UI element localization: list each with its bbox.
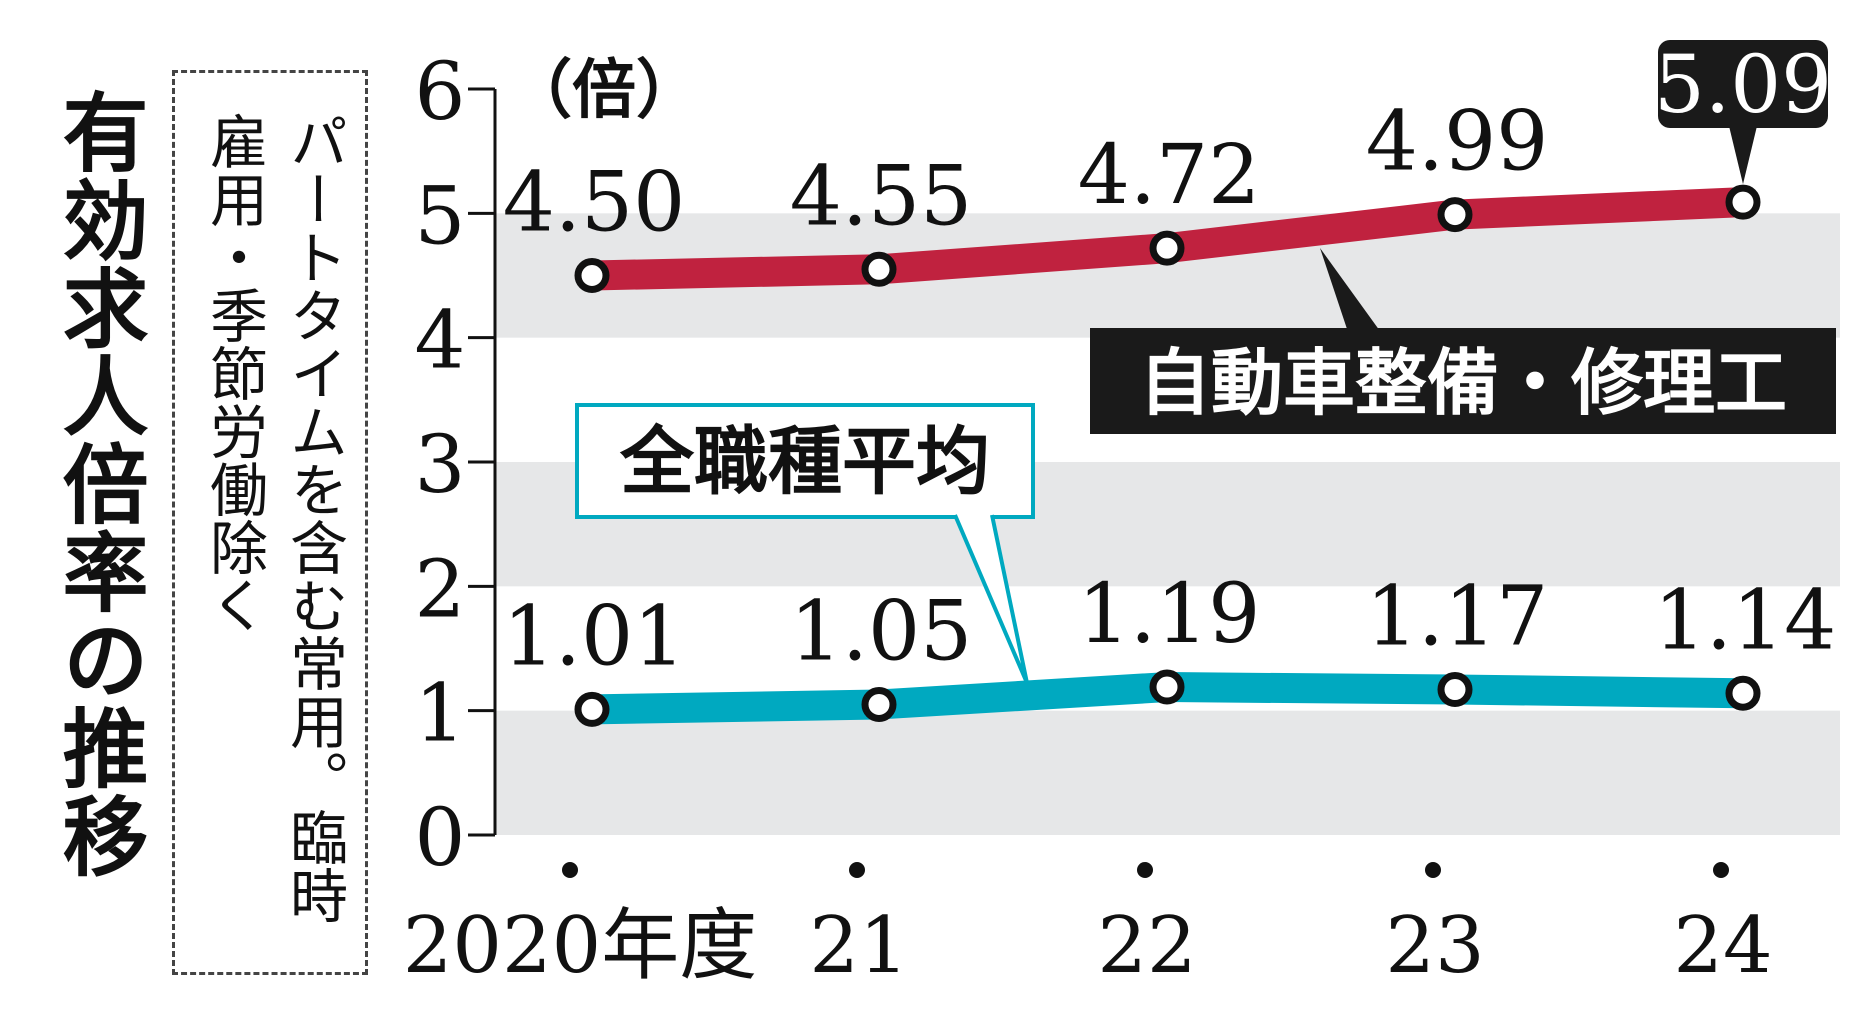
x-tick-dot xyxy=(849,862,865,878)
data-point xyxy=(1437,672,1473,708)
y-tick-label: 0 xyxy=(415,791,466,884)
grid-band xyxy=(495,710,1840,835)
x-tick-dot xyxy=(562,862,578,878)
x-axis: 2020年度 21 22 23 24 xyxy=(403,862,1773,991)
y-tick-label: 4 xyxy=(415,294,466,387)
y-tick-label: 6 xyxy=(415,45,466,138)
data-point xyxy=(574,691,610,727)
y-tick-label: 5 xyxy=(415,169,466,262)
data-point xyxy=(1149,230,1185,266)
data-label: 5.09 xyxy=(1654,38,1832,131)
data-label: 1.17 xyxy=(1366,570,1549,665)
y-tick-label: 2 xyxy=(415,542,466,635)
data-point xyxy=(574,258,610,293)
grid-bands xyxy=(495,213,1840,835)
data-point xyxy=(861,686,897,722)
data-point xyxy=(1725,184,1761,220)
data-labels: 4.50 4.55 4.72 4.99 5.09 1.01 1.05 1.19 1.17 1.14 xyxy=(503,38,1837,684)
callout-box xyxy=(1090,328,1836,434)
x-tick-label: 21 xyxy=(809,901,908,991)
data-point xyxy=(1725,675,1761,711)
callout-pointer xyxy=(953,514,1029,684)
data-label: 1.01 xyxy=(503,589,686,684)
data-label: 4.99 xyxy=(1366,95,1549,190)
data-label: 4.72 xyxy=(1078,128,1261,223)
x-tick-label: 22 xyxy=(1097,901,1196,991)
data-label: 1.05 xyxy=(790,584,973,679)
y-axis: 0 1 2 3 4 5 6 （倍） xyxy=(415,45,700,884)
x-tick-dot xyxy=(1713,862,1729,878)
callout-box xyxy=(575,403,1035,519)
data-label: 1.19 xyxy=(1078,567,1261,662)
chart-title: 有効求人倍率の推移 xyxy=(47,88,147,880)
note-text: パートタイムを含む常用。臨時雇用・季節労働除く xyxy=(200,112,348,924)
highlight-box xyxy=(1658,40,1828,128)
data-point xyxy=(861,251,897,287)
y-tick-label: 1 xyxy=(415,667,466,760)
x-tick-label: 24 xyxy=(1673,901,1772,991)
y-axis-unit: （倍） xyxy=(508,53,700,128)
series-name: 全職種平均 xyxy=(619,419,990,505)
x-tick-dot xyxy=(1425,862,1441,878)
callout-pointer xyxy=(1320,248,1385,338)
series-name: 自動車整備・修理工 xyxy=(1139,340,1787,425)
data-label: 4.55 xyxy=(790,149,973,244)
y-tick-label: 3 xyxy=(415,418,466,511)
data-label: 1.14 xyxy=(1654,573,1837,668)
series-callout: 自動車整備・修理工 xyxy=(1090,248,1836,434)
data-point xyxy=(1437,197,1473,233)
x-tick-label: 2020年度 xyxy=(403,901,758,991)
highlight-label: 5.09 xyxy=(1654,38,1832,185)
data-label: 4.50 xyxy=(503,156,686,251)
highlight-pointer xyxy=(1729,126,1757,185)
data-point xyxy=(1149,669,1185,705)
note-box xyxy=(172,70,368,975)
x-tick-label: 23 xyxy=(1385,901,1484,991)
x-tick-dot xyxy=(1137,862,1153,878)
series-points xyxy=(574,184,1761,727)
series-callout: 全職種平均 xyxy=(575,403,1035,684)
